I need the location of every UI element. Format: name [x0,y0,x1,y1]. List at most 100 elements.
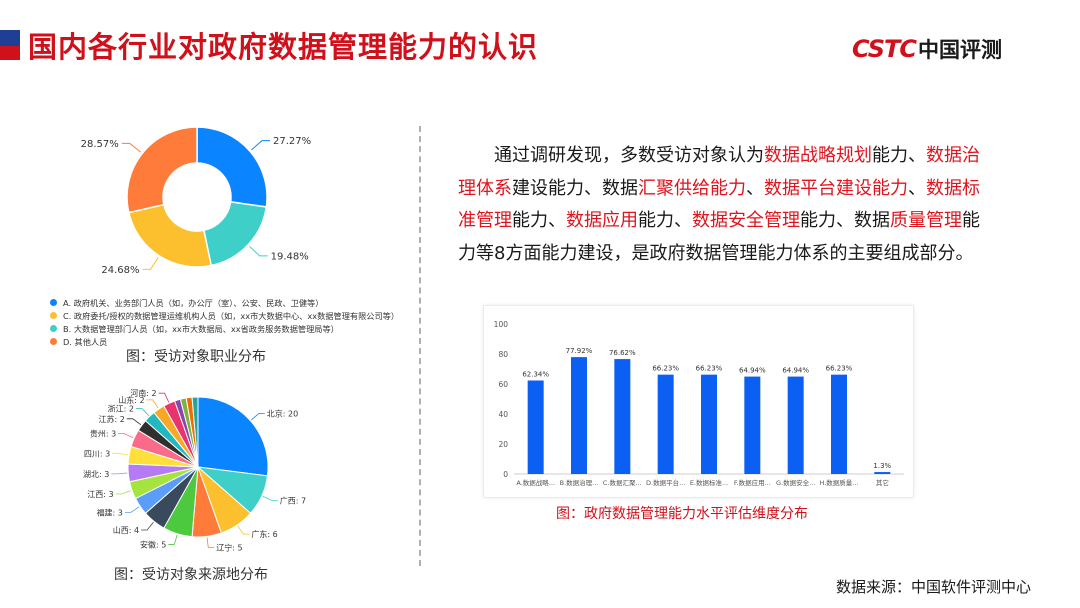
donut-leader-line [251,140,270,151]
pie-data-label: 福建: 3 [97,507,123,517]
dashed-divider [419,126,421,566]
bar-value-label: 64.94% [739,367,766,375]
pie-leader-line [237,525,250,535]
pie-leader-line [158,392,170,403]
pie-leader-line [118,433,134,439]
pie-data-label: 浙江: 2 [108,404,134,414]
bar [527,380,544,474]
legend-label: B. 大数据管理部门人员（如，xx市大数据局、xx省政务服务数据管理局等） [63,323,339,334]
pie-data-label: 河南: 2 [130,388,156,398]
bar-value-label: 77.92% [566,347,593,355]
pie-data-label: 山西: 4 [113,525,139,535]
donut-slice [203,200,268,267]
pie-leader-line [141,521,154,531]
legend-swatch [50,325,57,332]
pie-leader-line [112,452,129,456]
donut-data-label: 27.27% [273,136,311,147]
bar-value-label: 66.23% [826,365,853,373]
highlighted-term: 数据平台建设能力 [764,177,908,199]
y-tick-label: 40 [498,410,508,419]
donut-data-label: 28.57% [81,139,119,150]
paragraph-text: 、 [908,177,926,199]
paragraph-text: 能力、 [638,210,692,231]
occupation-chart-caption: 图：受访对象职业分布 [126,349,266,365]
region-chart-caption: 图：受访对象来源地分布 [114,567,268,583]
y-tick-label: 20 [498,440,508,449]
donut-data-label: 24.68% [101,265,139,276]
donut-slice [196,126,268,208]
dimension-bar-chart: 0 20 40 60 80 100 62.34% A.数据战略... 77.92% B.数据治理.… [494,320,904,487]
bar-value-label: 66.23% [652,365,679,373]
pie-data-label: 安徽: 5 [140,539,166,549]
bar [874,472,891,474]
logo-mark: CSTC [852,35,917,63]
dimension-bar-chart-frame: 0 20 40 60 80 100 62.34% A.数据战略... 77.92% B.数据治理.… [483,305,914,498]
x-tick-label: E.数据标准... [690,478,728,487]
pie-leader-line [262,495,278,501]
bar [657,374,674,474]
bar-value-label: 64.94% [782,367,809,375]
summary-paragraph: 通过调研发现，多数受访对象认为数据战略规划能力、数据治理体系建设能力、数据汇聚供… [458,140,988,270]
highlighted-term: 数据标准管理 [458,177,980,232]
bar-value-label: 1.3% [873,462,891,470]
bar [571,357,587,474]
legend-swatch [50,299,57,306]
bar [744,376,761,474]
x-tick-label: D.数据平台... [646,478,685,487]
highlighted-term: 质量管理 [890,210,962,231]
data-source: 数据来源：中国软件评测中心 [836,578,1032,596]
y-tick-label: 60 [498,380,508,389]
pie-leader-line [168,534,178,545]
x-tick-label: H.数据质量... [819,478,858,487]
x-tick-label: C.数据汇聚... [603,478,642,487]
donut-slice [126,126,198,214]
pie-data-label: 广东: 6 [251,529,277,539]
pie-leader-line [126,418,142,426]
legend-label: C. 政府委托/授权的数据管理运维机构人员（如，xx市大数据中心、xx数据管理有… [63,310,400,321]
pie-leader-line [111,472,128,475]
bar-value-label: 62.34% [522,370,549,378]
paragraph-text: 能力等8方面能力建设，是政府数据管理能力体系的主要组成部分。 [458,210,980,264]
legend-item: B. 大数据管理部门人员（如，xx市大数据局、xx省政务服务数据管理局等） [50,322,430,335]
x-tick-label: G.数据安全... [776,478,815,487]
paragraph-text: 通过调研发现，多数受访对象认为 [494,145,764,166]
cstc-logo: CSTC 中国评测 [852,32,1002,66]
occupation-legend: A. 政府机关、业务部门人员（如，办公厅（室）、公安、民政、卫健等） C. 政府委… [50,296,430,348]
highlighted-term: 汇聚供给能力 [638,177,746,199]
legend-item: D. 其他人员 [50,335,430,348]
bar [614,359,631,474]
pie-data-label: 辽宁: 5 [216,542,242,552]
legend-label: A. 政府机关、业务部门人员（如，办公厅（室）、公安、民政、卫健等） [63,297,324,308]
dimension-chart-caption: 图：政府数据管理能力水平评估维度分布 [556,506,808,522]
legend-swatch [50,338,57,345]
bar-value-label: 76.62% [609,349,636,357]
y-tick-label: 0 [503,470,508,479]
paragraph-text: 建设能力、数据 [512,177,638,199]
pie-leader-line [135,408,150,417]
logo-text: 中国评测 [918,38,1003,62]
pie-data-label: 北京: 20 [267,408,298,418]
paragraph-text: 能力、 [512,210,566,231]
paragraph-text: 、 [746,177,764,199]
legend-item: A. 政府机关、业务部门人员（如，办公厅（室）、公安、民政、卫健等） [50,296,430,309]
header-accent-blue [0,30,20,46]
header-accent-red [0,46,20,60]
x-tick-label: F.数据应用... [734,478,771,487]
pie-leader-line [115,490,132,495]
highlighted-term: 数据战略规划 [764,145,872,166]
donut-leader-line [121,142,142,153]
donut-leader-line [249,245,268,257]
x-tick-label: B.数据治理... [560,478,599,487]
highlighted-term: 数据安全管理 [692,210,800,231]
pie-leader-line [251,413,265,421]
paragraph-text: 能力、 [872,145,926,166]
pie-data-label: 江苏: 2 [99,414,125,424]
pie-data-label: 山东: 2 [118,395,144,405]
pie-leader-line [146,399,159,409]
y-tick-label: 80 [498,350,508,359]
donut-leader-line [142,257,159,270]
pie-leader-line [206,537,215,548]
pie-data-label: 江西: 3 [87,490,113,499]
x-tick-label: 其它 [876,478,889,487]
pie-slice [197,396,269,477]
